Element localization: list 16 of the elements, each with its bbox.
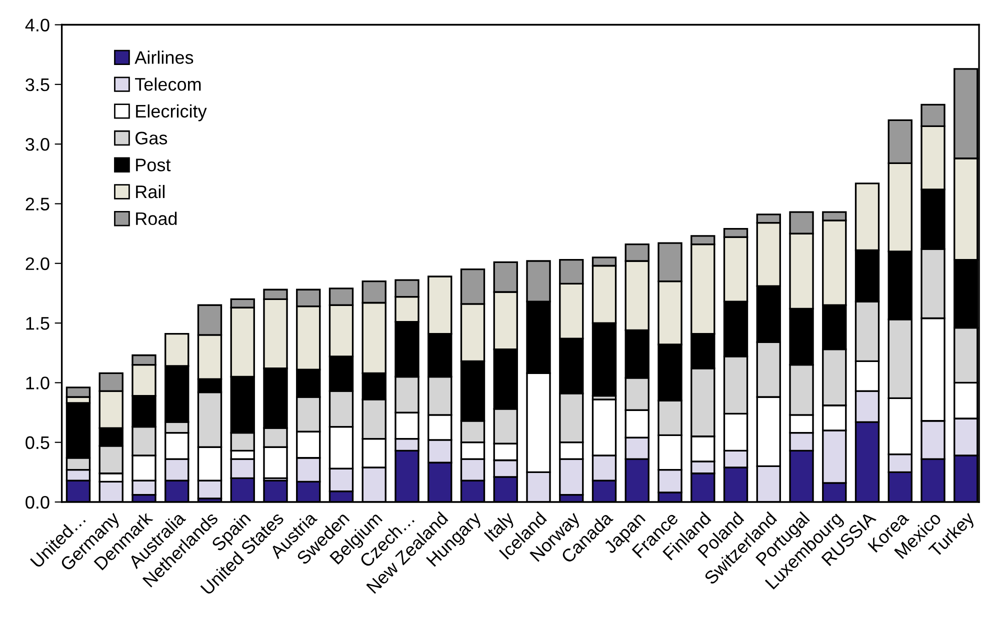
legend-label: Airlines — [134, 50, 194, 64]
legend-label: Rail — [136, 184, 164, 198]
y-tick-label: 1.0 — [26, 376, 50, 390]
y-tick-label: 2.0 — [26, 257, 50, 270]
y-tick-label: 1.5 — [26, 317, 50, 330]
y-tick-label: 0.0 — [26, 496, 50, 509]
legend-label: Gas — [136, 132, 168, 144]
legend-label: Telecom — [135, 78, 201, 91]
y-tick-label: 3.0 — [26, 138, 50, 151]
legend-label: Post — [136, 158, 171, 172]
legend-label: Road — [136, 212, 177, 226]
legend-label: Elecricity — [136, 104, 207, 122]
y-tick-label: 4.0 — [25, 18, 50, 32]
y-tick-label: 3.5 — [26, 78, 50, 92]
y-tick-label: 2.5 — [26, 198, 50, 210]
y-tick-label: 0.5 — [26, 436, 50, 450]
